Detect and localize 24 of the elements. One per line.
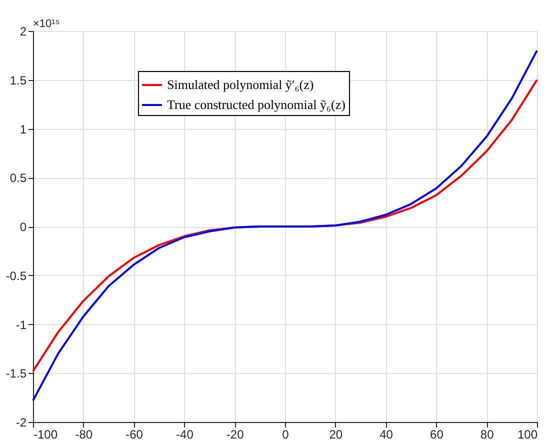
x-tick-label: -60 <box>126 428 144 442</box>
x-tick-label: 40 <box>380 428 394 442</box>
x-tick-label: 0 <box>282 428 290 442</box>
legend-label: Simulated polynomial ỹ′₆(z) <box>167 77 314 92</box>
x-tick-label: 80 <box>480 428 494 442</box>
x-tick-label: 100 <box>517 428 538 442</box>
y-tick-label: 2 <box>20 24 27 38</box>
y-tick-label: 1 <box>20 122 27 136</box>
y-tick-label: -1.5 <box>6 366 27 381</box>
y-tick-label: -0.5 <box>6 268 27 283</box>
x-tick-label: -40 <box>176 428 194 442</box>
line-series <box>32 50 538 402</box>
x-tick-label: -80 <box>75 428 93 442</box>
legend-label: True constructed polynomial ỹ₆(z) <box>167 97 346 112</box>
x-tick-label: 20 <box>329 428 343 442</box>
y-tick-label: 0.5 <box>10 171 27 186</box>
x-tick-label: -20 <box>226 428 244 442</box>
y-tick-label: -2 <box>16 416 27 430</box>
y-tick-label: 1.5 <box>10 73 27 88</box>
x-tick-label: 60 <box>430 428 444 442</box>
text: ×10¹⁵ <box>33 18 60 30</box>
x-tick-label: -100 <box>34 428 58 442</box>
y-tick-label: 0 <box>20 220 27 234</box>
y-tick-label: -1 <box>16 318 27 332</box>
